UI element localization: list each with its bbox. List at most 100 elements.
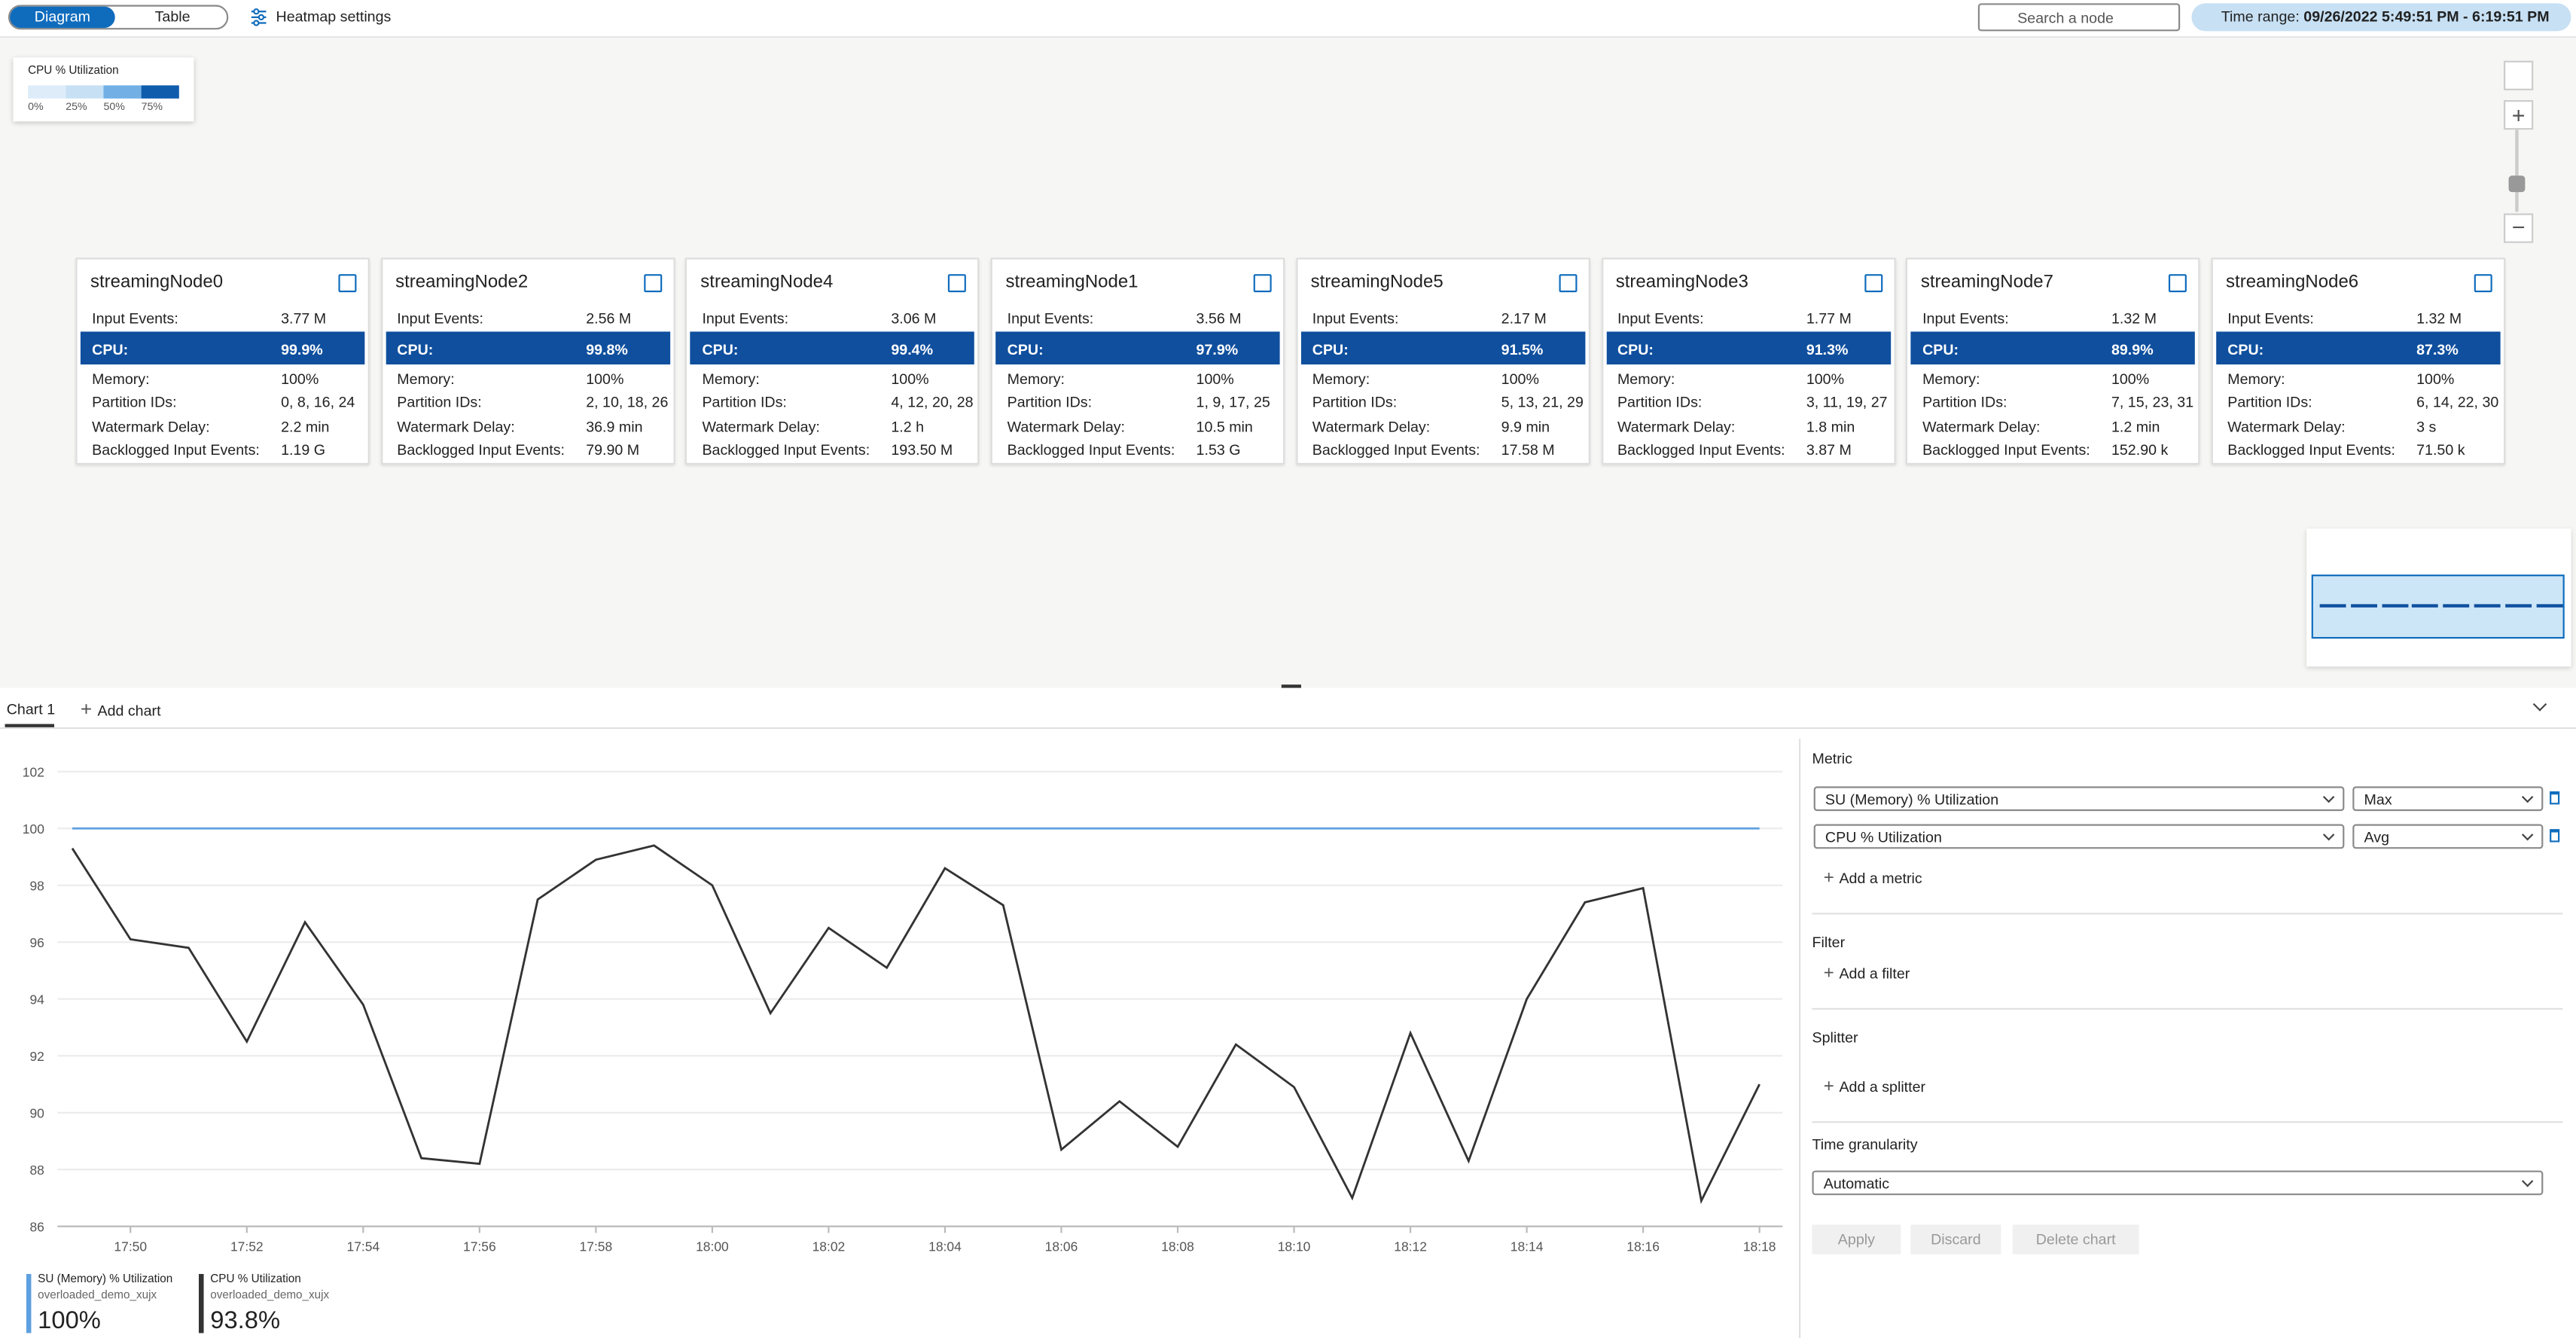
node-checkbox[interactable] — [2169, 274, 2187, 293]
node-checkbox[interactable] — [2474, 274, 2492, 293]
field-label: Input Events: — [92, 310, 178, 327]
view-toggle — [8, 5, 229, 30]
add-splitter-label: Add a splitter — [1839, 1078, 1926, 1096]
cpu-band — [690, 331, 975, 365]
zoom-out[interactable]: − — [2504, 213, 2534, 243]
x-tick-label: 18:18 — [1743, 1239, 1776, 1254]
field-label: Memory: — [92, 370, 150, 388]
zoom-thumb[interactable] — [2508, 175, 2526, 193]
heatmap-settings[interactable]: Heatmap settings — [276, 8, 392, 25]
add-chart[interactable]: + Add chart — [80, 697, 161, 721]
node-checkbox[interactable] — [338, 274, 357, 293]
field-value: 1.8 min — [1806, 418, 1855, 435]
minimap-node — [2504, 604, 2532, 608]
cpu-band — [995, 331, 1280, 365]
field-value: 3.87 M — [1806, 441, 1852, 459]
node-checkbox[interactable] — [948, 274, 967, 293]
field-label: Memory: — [1312, 370, 1370, 388]
add-splitter[interactable]: + Add a splitter — [1823, 1077, 1926, 1097]
field-label: Input Events: — [2227, 310, 2314, 327]
x-tick-label: 17:56 — [463, 1239, 496, 1254]
field-value: 99.9% — [281, 341, 323, 358]
node-checkbox[interactable] — [1253, 274, 1272, 293]
x-tick-label: 18:04 — [928, 1239, 962, 1254]
time-range-value: 09/26/2022 5:49:51 PM - 6:19:51 PM — [2303, 8, 2550, 25]
fit-button[interactable] — [2504, 60, 2534, 90]
zoom-in[interactable]: + — [2504, 100, 2534, 130]
metric-title: Metric — [1812, 750, 1852, 767]
tabs-divider — [0, 727, 2576, 730]
node-card: streamingNode6 Input Events: 1.32 M CPU: 87.… — [2211, 258, 2505, 465]
chart-tab-underline — [5, 724, 54, 727]
add-filter[interactable]: + Add a filter — [1823, 963, 1910, 984]
field-value: 1, 9, 17, 25 — [1196, 394, 1270, 411]
heatmap-tick: 75% — [141, 102, 163, 114]
metric-dropdown[interactable]: CPU % Utilization — [1813, 824, 2345, 849]
field-label: Backlogged Input Events: — [92, 441, 260, 459]
delete-metric[interactable] — [2550, 791, 2560, 805]
x-tick-label: 17:58 — [580, 1239, 613, 1254]
legend-swatch — [26, 1273, 32, 1333]
heatmap-legend: CPU % Utilization 0% 25% 50% 75% — [13, 57, 194, 122]
cpu-band — [1910, 331, 2196, 365]
field-value: 89.9% — [2111, 341, 2154, 358]
x-tick-label: 18:08 — [1161, 1239, 1194, 1254]
minimap-node — [2350, 604, 2377, 608]
node-card: streamingNode0 Input Events: 3.77 M CPU: 99.… — [75, 258, 370, 465]
field-value: 7, 15, 23, 31 — [2111, 394, 2194, 411]
node-name: streamingNode1 — [1005, 272, 1139, 293]
x-tick-label: 18:16 — [1626, 1239, 1660, 1254]
zoom-track — [2515, 130, 2519, 212]
field-label: Watermark Delay: — [2227, 418, 2346, 435]
splitter-handle[interactable] — [1281, 684, 1301, 688]
field-value: 3 s — [2416, 418, 2437, 435]
node-name: streamingNode6 — [2226, 272, 2359, 293]
granularity-dropdown[interactable]: Automatic — [1812, 1170, 2544, 1196]
field-value: 1.32 M — [2111, 310, 2157, 327]
aggregation-dropdown[interactable]: Avg — [2352, 824, 2544, 849]
node-checkbox[interactable] — [643, 274, 662, 293]
node-name: streamingNode2 — [395, 272, 529, 293]
field-label: Partition IDs: — [92, 394, 177, 411]
heatmap-title: CPU % Utilization — [28, 66, 119, 78]
apply-button[interactable]: Apply — [1812, 1224, 1901, 1254]
minimap — [2306, 529, 2571, 667]
legend-value: 100% — [38, 1306, 101, 1335]
field-value: 100% — [1196, 370, 1234, 388]
field-value: 91.3% — [1806, 341, 1849, 358]
settings-icon — [251, 8, 267, 26]
delete-chart-button[interactable]: Delete chart — [2012, 1224, 2139, 1254]
chart-tab[interactable]: Chart 1 — [6, 701, 56, 718]
add-metric[interactable]: + Add a metric — [1823, 868, 1922, 888]
splitter-title: Splitter — [1812, 1029, 1858, 1046]
metric-dropdown[interactable]: SU (Memory) % Utilization — [1813, 786, 2345, 812]
field-label: Backlogged Input Events: — [702, 441, 870, 459]
field-value: 97.9% — [1196, 341, 1239, 358]
field-value: 2.2 min — [281, 418, 330, 435]
node-checkbox[interactable] — [1864, 274, 1882, 293]
heatmap-tick: 25% — [66, 102, 87, 114]
y-tick-label: 88 — [29, 1163, 44, 1178]
x-tick-label: 18:02 — [812, 1239, 846, 1254]
node-checkbox[interactable] — [1559, 274, 1578, 293]
field-label: Memory: — [1617, 370, 1675, 388]
y-tick-label: 90 — [29, 1105, 44, 1120]
field-label: CPU: — [1312, 341, 1349, 358]
discard-button[interactable]: Discard — [1910, 1224, 2001, 1254]
tab-diagram[interactable]: Diagram — [10, 6, 115, 29]
time-range[interactable]: Time range: 09/26/2022 5:49:51 PM - 6:19… — [2191, 3, 2571, 32]
collapse-chevron[interactable] — [2532, 697, 2547, 712]
field-value: 100% — [281, 370, 319, 388]
field-value: 193.50 M — [891, 441, 953, 459]
node-card: streamingNode5 Input Events: 2.17 M CPU: 91.… — [1295, 258, 1590, 465]
tab-table[interactable]: Table — [154, 8, 191, 25]
y-tick-label: 94 — [29, 992, 44, 1007]
aggregation-dropdown[interactable]: Max — [2352, 786, 2544, 812]
x-tick-label: 18:14 — [1511, 1239, 1544, 1254]
field-label: Backlogged Input Events: — [397, 441, 566, 459]
x-tick-label: 18:00 — [696, 1239, 729, 1254]
delete-metric[interactable] — [2550, 829, 2560, 843]
search-box[interactable]: Search a node — [1977, 3, 2181, 32]
minimap-node — [2443, 604, 2470, 608]
